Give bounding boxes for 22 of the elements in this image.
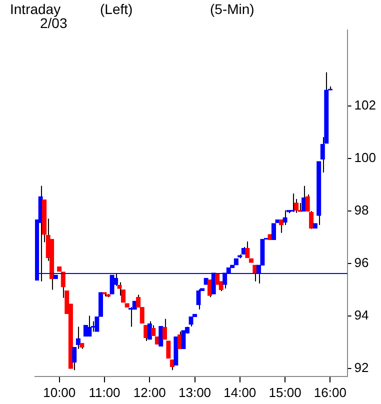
text: (5-Min) bbox=[210, 1, 254, 17]
candlestick bbox=[282, 210, 288, 226]
y-tick-label: 96 bbox=[354, 255, 369, 270]
x-tick-label: 12:00 bbox=[133, 384, 166, 400]
x-tick-label: 16:00 bbox=[314, 384, 346, 400]
x-tick-label: 14:00 bbox=[224, 384, 256, 400]
y-tick-label: 102 bbox=[354, 98, 376, 113]
y-tick-label: 98 bbox=[354, 202, 369, 218]
candlestick bbox=[196, 288, 201, 310]
candlestick bbox=[188, 316, 194, 328]
x-tick-label: 15:00 bbox=[268, 384, 302, 400]
x-tick-label: 11:00 bbox=[88, 384, 120, 400]
y-tick-label: 100 bbox=[354, 150, 376, 166]
candlestick bbox=[87, 315, 92, 337]
chart-title: Intraday bbox=[10, 1, 61, 17]
candlestick bbox=[181, 330, 186, 350]
candlestick bbox=[162, 318, 167, 340]
y-tick-label: 92 bbox=[354, 360, 369, 376]
text: (Left) bbox=[100, 1, 133, 17]
x-tick-label: 10:00 bbox=[43, 384, 76, 400]
y-tick-label: 94 bbox=[354, 308, 369, 323]
x-tick-label: 13:00 bbox=[178, 384, 212, 400]
